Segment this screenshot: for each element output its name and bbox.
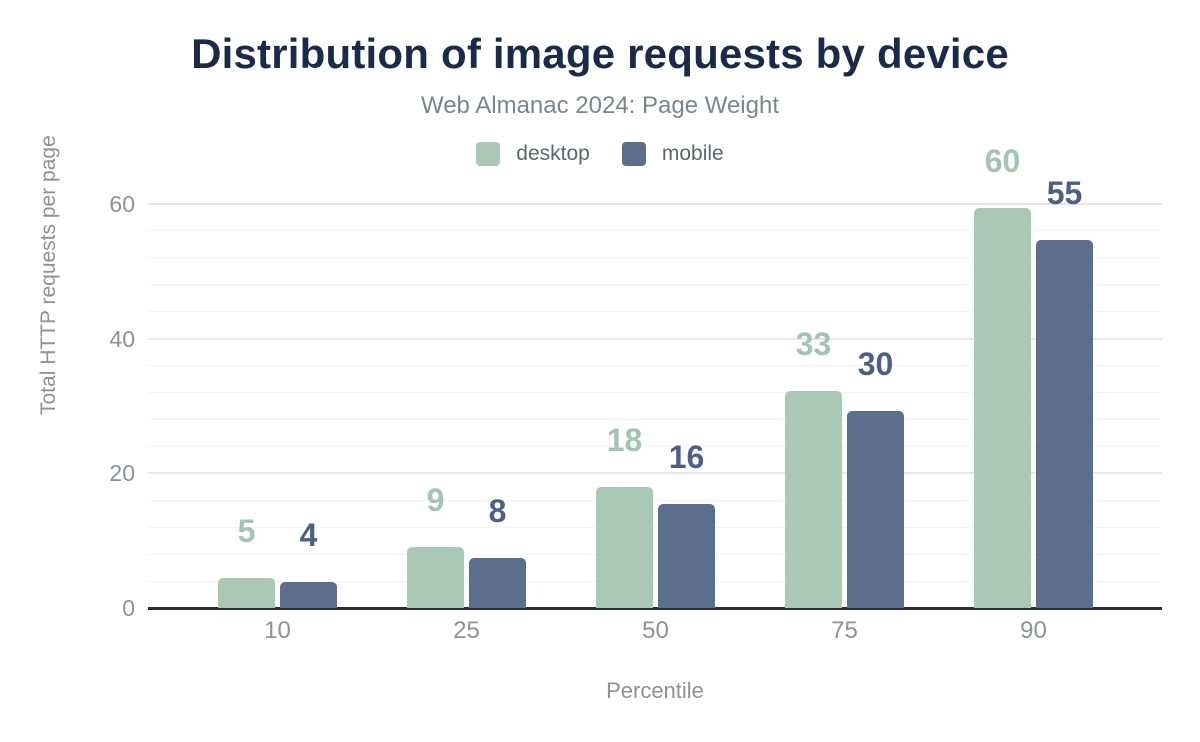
y-tick-60: 60 (109, 191, 135, 217)
bar-value-mobile-p75: 30 (857, 345, 894, 382)
bar-value-desktop-p25: 9 (426, 482, 445, 519)
x-tick-10: 10 (264, 617, 291, 644)
bar-desktop-p75 (785, 390, 842, 608)
bar-mobile-p50 (658, 504, 715, 608)
bar-mobile-p90 (1036, 239, 1093, 608)
plot-area: 5 4 9 8 18 16 33 30 60 55 (148, 145, 1162, 610)
gridline-minor-16 (148, 499, 1162, 501)
gridline-minor-4 (148, 580, 1162, 582)
gridline-minor-28 (148, 418, 1162, 420)
bar-value-mobile-p25: 8 (488, 492, 507, 529)
bar-value-mobile-p50: 16 (668, 439, 705, 476)
legend-label-mobile: mobile (661, 142, 724, 165)
bar-mobile-p25 (469, 557, 526, 608)
bar-desktop-p10 (218, 577, 275, 608)
bar-value-desktop-p10: 5 (237, 512, 256, 549)
bar-value-desktop-p50: 18 (606, 422, 643, 459)
bar-desktop-p25 (407, 547, 464, 608)
legend-swatch-desktop (476, 142, 501, 166)
legend-swatch-mobile (621, 142, 646, 166)
bar-value-desktop-p75: 33 (795, 325, 832, 362)
bar-mobile-p10 (280, 581, 337, 608)
x-tick-50: 50 (642, 617, 669, 644)
gridline-minor-44 (148, 311, 1162, 313)
gridline-minor-8 (148, 553, 1162, 555)
legend-item-mobile: mobile (621, 142, 724, 166)
gridline-minor-56 (148, 230, 1162, 232)
bar-desktop-p50 (596, 487, 653, 608)
bar-mobile-p75 (847, 410, 904, 608)
gridline-minor-36 (148, 365, 1162, 367)
y-tick-20: 20 (109, 460, 135, 487)
legend-item-desktop: desktop (476, 142, 590, 166)
bar-value-desktop-p90: 60 (984, 143, 1021, 180)
x-tick-25: 25 (453, 617, 480, 644)
chart-title: Distribution of image requests by device (191, 30, 1009, 77)
x-tick-75: 75 (831, 617, 858, 644)
gridline-minor-32 (148, 392, 1162, 394)
gridline-major-40 (148, 337, 1162, 340)
x-tick-90: 90 (1020, 617, 1047, 644)
bar-value-mobile-p90: 55 (1046, 174, 1083, 211)
gridline-major-60 (148, 203, 1162, 205)
y-tick-0: 0 (122, 595, 135, 621)
gridline-minor-52 (148, 257, 1162, 259)
bar-value-mobile-p10: 4 (299, 516, 318, 553)
x-axis-title: Percentile (606, 678, 704, 703)
y-tick-40: 40 (109, 325, 135, 352)
legend: desktop mobile (0, 142, 1200, 166)
x-axis-baseline (148, 607, 1162, 610)
bar-desktop-p90 (974, 208, 1031, 608)
gridline-minor-48 (148, 284, 1162, 286)
legend-label-desktop: desktop (516, 142, 590, 165)
gridline-minor-24 (148, 445, 1162, 447)
gridline-major-20 (148, 472, 1162, 475)
gridline-minor-12 (148, 526, 1162, 528)
chart-subtitle: Web Almanac 2024: Page Weight (420, 92, 779, 119)
